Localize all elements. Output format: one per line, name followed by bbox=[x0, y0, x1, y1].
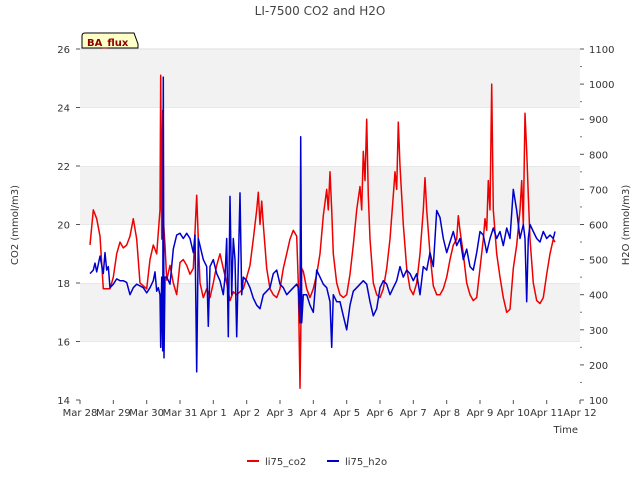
y-left-tick-label: 16 bbox=[57, 338, 70, 349]
x-tick-label: Apr 6 bbox=[367, 408, 394, 419]
grid-band bbox=[80, 341, 580, 400]
x-tick-label: Apr 3 bbox=[267, 408, 294, 419]
x-axis-title: Time bbox=[553, 425, 578, 436]
legend: li75_co2 li75_h2o bbox=[247, 457, 387, 468]
x-tick-label: Apr 1 bbox=[200, 408, 227, 419]
y-axis-right-title: H2O (mmol/m3) bbox=[621, 185, 632, 266]
x-tick-label: Apr 2 bbox=[233, 408, 260, 419]
badge-label: BA_flux bbox=[87, 38, 129, 49]
y-right-tick-label: 200 bbox=[589, 361, 608, 372]
y-left-tick-label: 22 bbox=[57, 162, 70, 173]
x-tick-label: Mar 29 bbox=[96, 408, 131, 419]
y-right-tick-label: 900 bbox=[589, 115, 608, 126]
x-tick-label: Apr 7 bbox=[400, 408, 427, 419]
y-right-tick-label: 100 bbox=[589, 396, 608, 407]
badge: BA_flux bbox=[81, 32, 139, 49]
x-tick-label: Apr 5 bbox=[333, 408, 360, 419]
x-tick-label: Apr 12 bbox=[563, 408, 596, 419]
x-tick-label: Apr 4 bbox=[300, 408, 327, 419]
y-right-tick-label: 500 bbox=[589, 256, 608, 267]
y-left-tick-label: 20 bbox=[57, 221, 70, 232]
y-axis-left-title: CO2 (mmol/m3) bbox=[10, 185, 21, 265]
badge-box bbox=[81, 32, 139, 49]
legend-label-h2o: li75_h2o bbox=[345, 457, 387, 468]
x-tick-label: Apr 9 bbox=[467, 408, 494, 419]
legend-label-co2: li75_co2 bbox=[265, 457, 306, 468]
y-left-tick-label: 14 bbox=[57, 396, 70, 407]
y-right-tick-label: 300 bbox=[589, 326, 608, 337]
grid-band bbox=[80, 107, 580, 166]
chart-title: LI-7500 CO2 and H2O bbox=[255, 4, 386, 18]
x-tick-label: Mar 28 bbox=[63, 408, 98, 419]
y-left-tick-label: 18 bbox=[57, 279, 70, 290]
y-right-tick-label: 1100 bbox=[589, 45, 614, 56]
y-right-tick-label: 1000 bbox=[589, 80, 614, 91]
x-tick-label: Apr 8 bbox=[433, 408, 460, 419]
y-right-tick-label: 400 bbox=[589, 291, 608, 302]
y-right-tick-label: 800 bbox=[589, 150, 608, 161]
x-tick-label: Apr 10 bbox=[497, 408, 530, 419]
series-layer bbox=[89, 74, 556, 390]
x-tick-label: Mar 30 bbox=[129, 408, 164, 419]
x-tick-label: Apr 11 bbox=[530, 408, 563, 419]
y-right-tick-label: 700 bbox=[589, 185, 608, 196]
grid-band bbox=[80, 49, 580, 108]
series-line-li75-co2 bbox=[89, 74, 556, 390]
y-left-tick-label: 26 bbox=[57, 45, 70, 56]
plot-background bbox=[80, 48, 580, 400]
y-right-tick-label: 600 bbox=[589, 221, 608, 232]
y-left-tick-label: 24 bbox=[57, 104, 70, 115]
x-tick-label: Mar 31 bbox=[163, 408, 198, 419]
series-line-li75-h2o bbox=[89, 76, 556, 373]
axes-layer: 14 16 18 20 22 24 26 100 200 300 400 500 600 700 800 90… bbox=[57, 45, 614, 419]
